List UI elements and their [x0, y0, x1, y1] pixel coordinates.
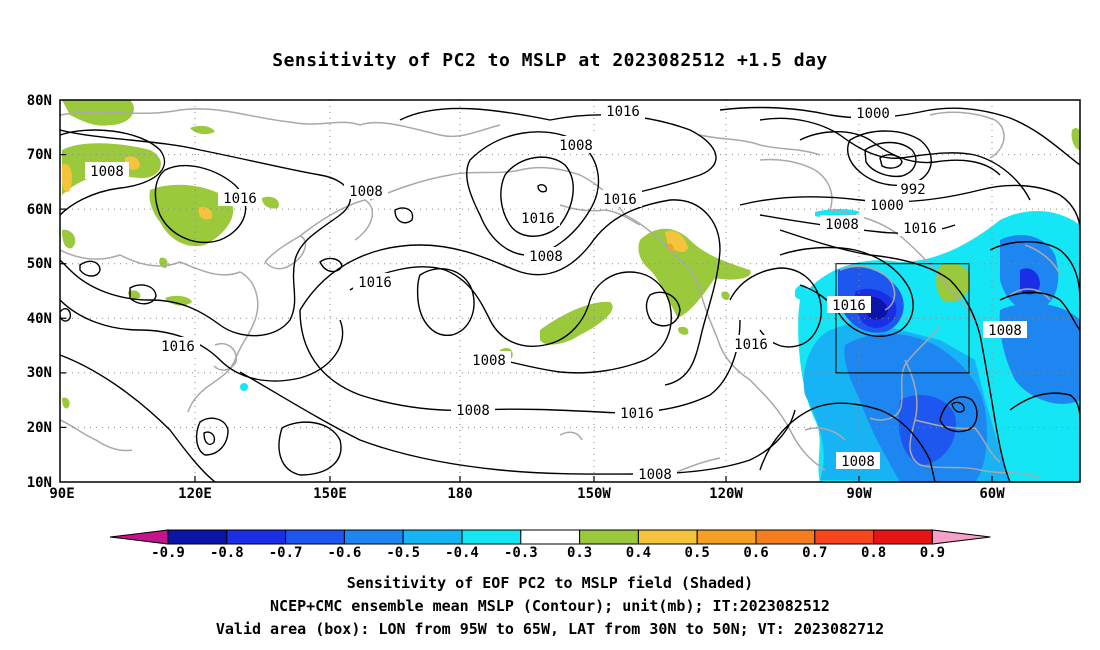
lat-label: 50N — [27, 256, 52, 272]
contour-label: 1008 — [90, 164, 124, 180]
colorbar-swatch — [814, 529, 875, 545]
contour-label: 1008 — [349, 184, 383, 200]
map-frame — [59, 99, 1081, 483]
colorbar-tick-label: 0.8 — [861, 545, 886, 561]
map-title: Sensitivity of PC2 to MSLP at 2023082512… — [272, 50, 828, 71]
colorbar-tick-label: -0.5 — [386, 545, 420, 561]
colorbar-swatch — [520, 529, 581, 545]
caption-line-3: Valid area (box): LON from 95W to 65W, L… — [215, 620, 885, 638]
caption-line-2: NCEP+CMC ensemble mean MSLP (Contour); u… — [270, 597, 830, 615]
negative-sensitivity-shading — [240, 209, 1080, 482]
lon-label: 90W — [846, 486, 872, 502]
colorbar-swatch — [579, 529, 639, 545]
lon-label: 60W — [979, 486, 1005, 502]
colorbar-left-tip — [109, 529, 169, 545]
colorbar-tick-label: 0.9 — [920, 545, 945, 561]
contour-label: 1016 — [603, 192, 637, 208]
colorbar-swatch — [402, 529, 463, 545]
lon-label: 150W — [577, 486, 611, 502]
colorbar-tick-label: 0.7 — [802, 545, 827, 561]
colorbar-tick-label: 0.3 — [567, 545, 592, 561]
lon-label: 120W — [709, 486, 743, 502]
lat-labels: 80N 70N 60N 50N 40N 30N 20N 10N — [27, 93, 52, 491]
lon-label: 90E — [49, 486, 74, 502]
caption-line-1: Sensitivity of EOF PC2 to MSLP field (Sh… — [346, 574, 754, 592]
contour-label: 1016 — [620, 406, 654, 422]
colorbar-swatch — [696, 529, 757, 545]
colorbar-tick-label: 0.6 — [743, 545, 768, 561]
lat-label: 80N — [27, 93, 52, 109]
contour-label: 1016 — [521, 211, 555, 227]
contour-label: 1008 — [472, 353, 506, 369]
contour-label: 1008 — [988, 323, 1022, 339]
colorbar-tick-label: -0.3 — [504, 545, 538, 561]
axis-ticks — [60, 154, 993, 482]
colorbar-swatch — [343, 529, 404, 545]
contour-label: 992 — [900, 182, 925, 198]
colorbar-tick-label: -0.8 — [210, 545, 244, 561]
contour-label: 1016 — [358, 275, 392, 291]
colorbar-swatch — [873, 529, 933, 545]
colorbar-tick-label: -0.4 — [445, 545, 479, 561]
lon-label: 180 — [447, 486, 472, 502]
lon-label: 120E — [178, 486, 212, 502]
colorbar-swatch — [637, 529, 698, 545]
contour-label: 1008 — [841, 454, 875, 470]
lat-label: 70N — [27, 147, 52, 163]
lon-label: 150E — [313, 486, 347, 502]
contour-label: 1008 — [825, 217, 859, 233]
contour-label: 1016 — [161, 339, 195, 355]
colorbar-tick-label: -0.6 — [328, 545, 362, 561]
lat-label: 10N — [27, 475, 52, 491]
colorbar-swatch — [226, 529, 287, 545]
lat-label: 20N — [27, 420, 52, 436]
contour-label: 1000 — [870, 198, 904, 214]
lon-labels: 90E 120E 150E 180 150W 120W 90W 60W — [49, 486, 1005, 502]
colorbar-tick-label: -0.7 — [269, 545, 303, 561]
colorbar-tick-label: 0.4 — [626, 545, 651, 561]
valid-area-box — [835, 263, 970, 374]
colorbar-swatch — [167, 529, 228, 545]
colorbar-swatch — [461, 529, 522, 545]
lat-label: 30N — [27, 365, 52, 381]
lat-label: 60N — [27, 202, 52, 218]
colorbar-swatch — [285, 529, 345, 545]
contour-label: 1008 — [559, 138, 593, 154]
contour-label: 1016 — [903, 221, 937, 237]
colorbar-right-tip — [931, 529, 991, 545]
map-plot-area — [60, 100, 1080, 482]
contour-label: 1016 — [223, 191, 257, 207]
colorbar-tick-label: 0.5 — [685, 545, 710, 561]
colorbar-swatch — [755, 529, 816, 545]
contour-label: 1008 — [638, 467, 672, 483]
colorbar-tick-label: -0.9 — [151, 545, 185, 561]
contour-labels: 1016 1000 1008 1008 992 1016 1008 1000 1… — [85, 102, 1027, 483]
contour-label: 1008 — [456, 403, 490, 419]
colorbar: -0.9 -0.8 -0.7 -0.6 -0.5 -0.4 -0.3 0.3 0.4 0.5 0.6… — [109, 529, 991, 561]
contour-label: 1008 — [529, 249, 563, 265]
contour-label: 1016 — [606, 104, 640, 120]
contour-label: 1016 — [832, 298, 866, 314]
contour-label: 1000 — [856, 106, 890, 122]
contour-label: 1016 — [734, 337, 768, 353]
lat-label: 40N — [27, 311, 52, 327]
map-figure: 1016 1000 1008 1008 992 1016 1008 1000 1… — [27, 93, 1081, 561]
coastlines — [60, 108, 1061, 481]
